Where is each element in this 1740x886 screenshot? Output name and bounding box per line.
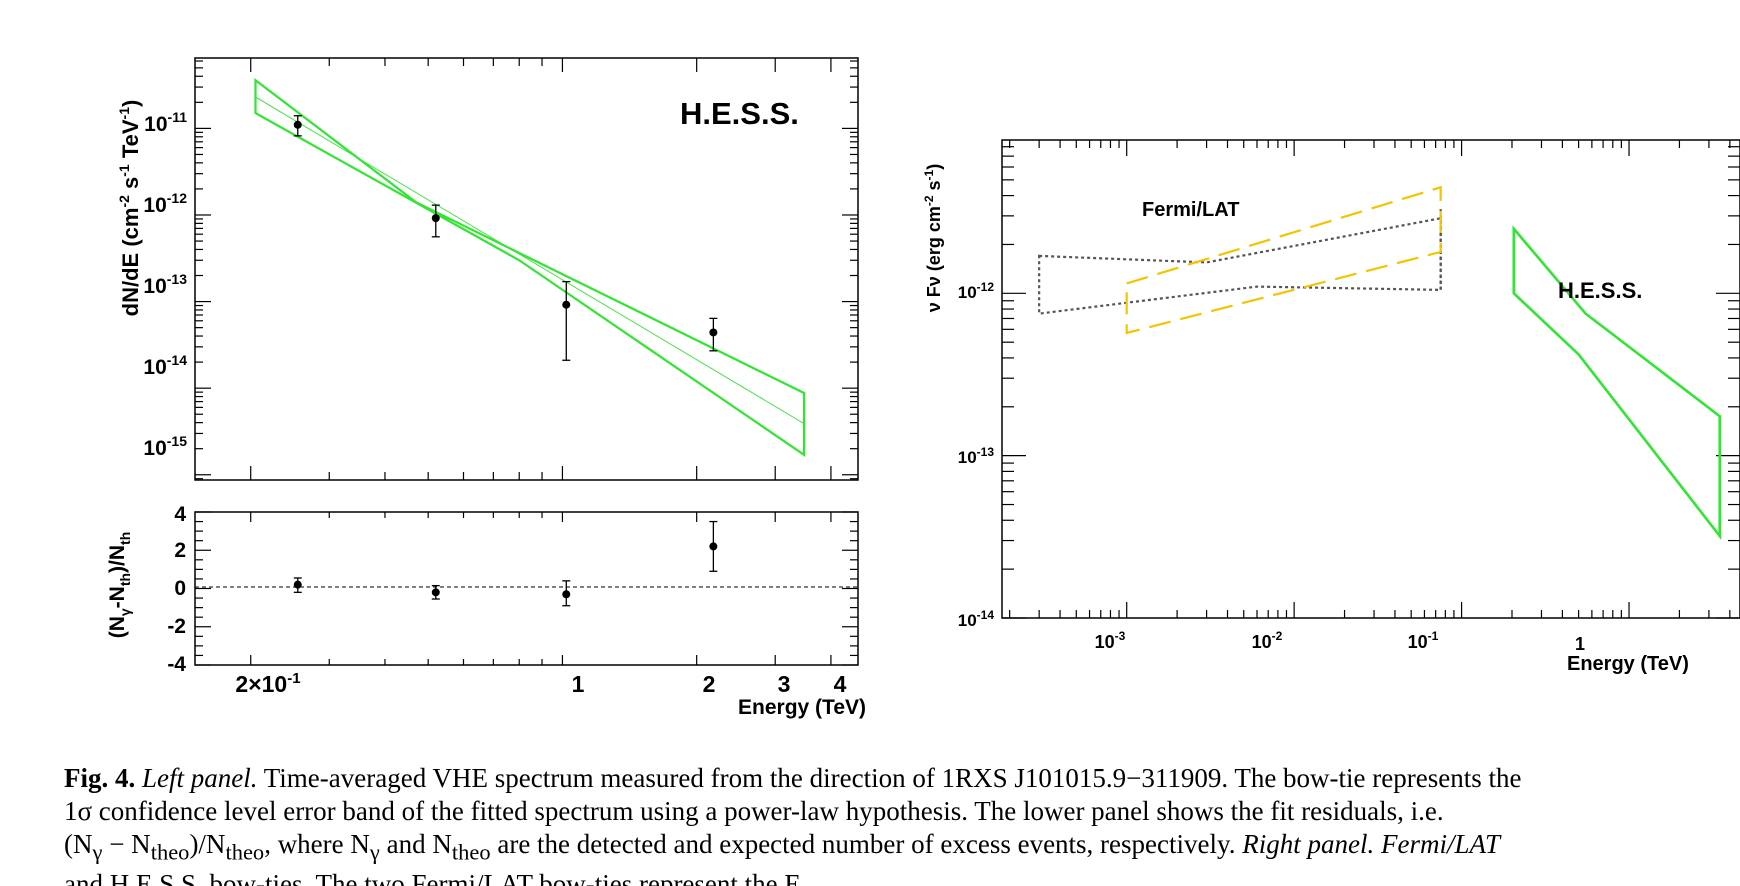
caption-math: theo [451, 839, 491, 865]
residuals-points [293, 520, 718, 607]
residuals-xtick-label: 1 [572, 671, 585, 697]
sed-y-tick-labels: 10-12 10-13 10-14 [958, 280, 995, 630]
sed-annotation-fermi: Fermi/LAT [1142, 199, 1239, 221]
sed-xtick-label: 10-2 [1252, 629, 1283, 652]
residuals-ticks [195, 511, 858, 666]
sed-ylabel: ν Fν (erg cm-2 s-1) [922, 164, 944, 312]
residuals-y-tick-labels: 4 2 0 -2 -4 [167, 503, 186, 676]
sed-xlabel: Energy (TeV) [1567, 653, 1689, 675]
spectrum-panel: H.E.S.S. 10-11 10-12 10-13 10-14 10-15 d… [116, 57, 859, 481]
caption-math: γ [92, 839, 103, 865]
sed-annotation-hess: H.E.S.S. [1558, 278, 1642, 303]
caption-text-3: are the detected and expected number of … [490, 829, 1236, 859]
spectrum-annotation: H.E.S.S. [680, 96, 799, 131]
residuals-frame [194, 511, 859, 666]
spectrum-point [709, 328, 718, 337]
residuals-ytick-label: 4 [174, 503, 186, 526]
caption-math: (N [64, 829, 93, 859]
residuals-point [709, 542, 718, 551]
figure-caption: Fig. 4. Left panel. Time-averaged VHE sp… [64, 762, 1740, 886]
spectrum-ticks [195, 58, 858, 480]
caption-math: , where N [264, 829, 370, 859]
residuals-point [562, 590, 571, 599]
caption-math: theo [225, 839, 265, 865]
residuals-ytick-label: 0 [174, 577, 186, 600]
spectrum-ylabel: dN/dE (cm-2 s-1 TeV-1) [116, 100, 143, 317]
spectrum-ytick-label: 10-14 [143, 352, 187, 379]
sed-ticks [1002, 140, 1740, 619]
sed-xtick-label: 10-3 [1095, 629, 1126, 652]
spectrum-frame [194, 57, 859, 481]
caption-math: and N [379, 829, 452, 859]
spectrum-point [562, 300, 571, 309]
sed-panel: Fermi/LAT H.E.S.S. 10-12 10-13 10-14 ν F… [922, 139, 1740, 675]
caption-line-4: and H.E.S.S. bow-ties. The two Fermi/LAT… [64, 869, 801, 886]
spectrum-bowtie [254, 78, 806, 457]
residuals-xlabel: Energy (TeV) [738, 696, 866, 719]
caption-text-3-tail: Fermi/LAT [1380, 829, 1500, 859]
caption-left-panel: Left panel. [142, 763, 258, 793]
residuals-xtick-label: 2 [703, 671, 716, 697]
spectrum-ytick-label: 10-15 [143, 433, 187, 460]
spectrum-ytick-label: 10-11 [144, 109, 187, 136]
residuals-xtick-label: 3 [778, 671, 791, 697]
spectrum-ytick-label: 10-12 [143, 190, 187, 217]
spectrum-bowtie-outline [254, 78, 806, 457]
caption-text-1: Time-averaged VHE spectrum measured from… [263, 763, 1522, 793]
caption-line-1: Fig. 4. Left panel. Time-averaged VHE sp… [64, 762, 1740, 795]
spectrum-point [293, 120, 302, 129]
residuals-ytick-label: -2 [167, 615, 186, 638]
caption-math: theo [150, 839, 190, 865]
sed-bowtie-0 [1038, 216, 1442, 315]
residuals-point [293, 580, 302, 589]
residuals-xtick-label: 4 [834, 671, 847, 697]
sed-frame [1001, 139, 1740, 619]
residuals-ytick-label: 2 [174, 539, 186, 562]
caption-line-2: 1σ confidence level error band of the fi… [64, 796, 1444, 826]
caption-math: γ [369, 839, 380, 865]
residuals-ylabel: (Nγ-Nth)/Nth [106, 532, 133, 639]
caption-math: )/N [189, 829, 226, 859]
caption-right-panel: Right panel. [1242, 829, 1375, 859]
residuals-point [431, 588, 440, 597]
sed-xtick-label: 1 [1575, 634, 1585, 654]
sed-ytick-label: 10-14 [958, 608, 995, 630]
figure: H.E.S.S. 10-11 10-12 10-13 10-14 10-15 d… [106, 57, 1740, 719]
sed-ytick-label: 10-13 [958, 445, 995, 467]
sed-bowtie-2 [1512, 225, 1722, 540]
spectrum-points [293, 115, 718, 361]
sed-bowtie-1 [1125, 185, 1442, 335]
residuals-ytick-label: -4 [167, 653, 186, 676]
sed-ytick-label: 10-12 [958, 280, 995, 302]
spectrum-ytick-label: 10-13 [143, 271, 187, 298]
caption-line-3: (Nγ − Ntheo)/Ntheo, where Nγ and Ntheo a… [64, 828, 1740, 868]
spectrum-fit-line [255, 96, 805, 424]
residuals-panel: 4 2 0 -2 -4 (Nγ-Nth)/Nth 2×10-1 1 2 3 4 … [106, 503, 866, 719]
spectrum-y-tick-labels: 10-11 10-12 10-13 10-14 10-15 [143, 109, 187, 460]
residuals-xtick-label: 2×10-1 [235, 670, 300, 697]
caption-math: − N [102, 829, 151, 859]
spectrum-point [431, 214, 440, 223]
residuals-x-tick-labels: 2×10-1 1 2 3 4 [235, 670, 846, 697]
sed-xtick-label: 10-1 [1408, 629, 1439, 652]
sed-x-tick-labels: 10-3 10-2 10-1 1 [1095, 629, 1585, 654]
caption-fig-label: Fig. 4. [64, 763, 136, 793]
sed-bowties [1038, 185, 1722, 540]
